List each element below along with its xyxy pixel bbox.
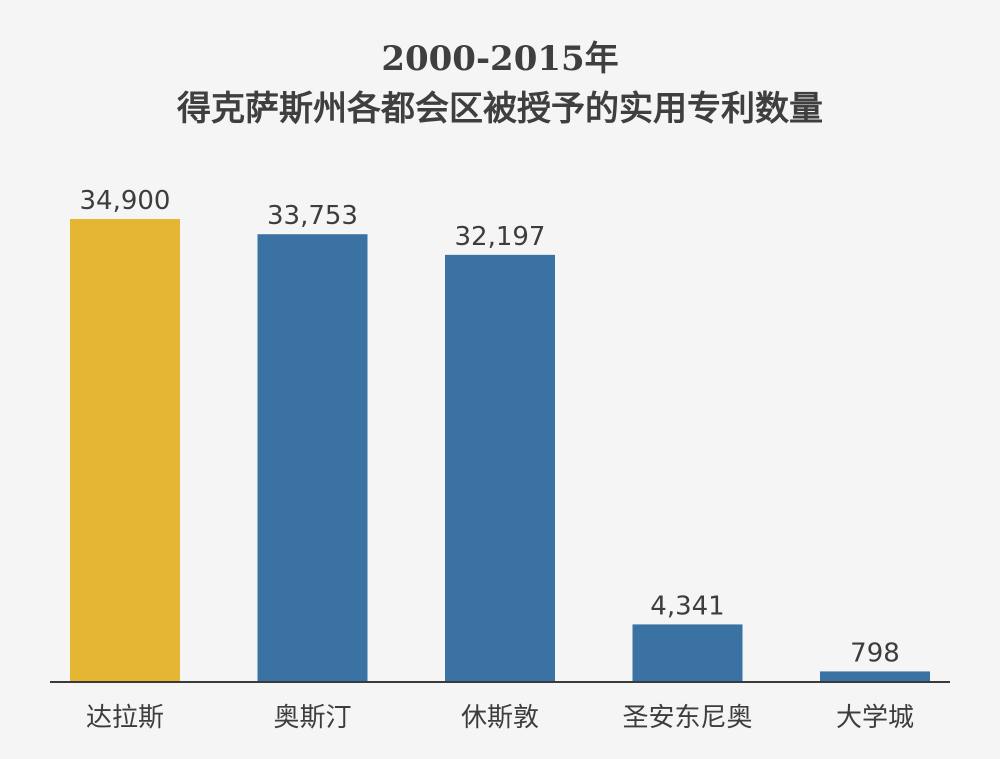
value-label-3: 4,341 [650, 591, 724, 621]
bar-4 [820, 671, 930, 682]
bars-group [70, 219, 930, 682]
chart-title: 2000-2015年 [381, 39, 618, 79]
chart-subtitle: 得克萨斯州各都会区被授予的实用专利数量 [176, 89, 823, 129]
x-tick-label-1: 奥斯汀 [273, 703, 351, 733]
value-label-2: 32,197 [455, 222, 546, 252]
x-tick-label-0: 达拉斯 [86, 703, 164, 733]
x-tick-label-4: 大学城 [836, 703, 914, 733]
x-tick-label-2: 休斯敦 [461, 703, 539, 733]
value-labels-group: 34,900 33,753 32,197 4,341 798 [80, 186, 900, 668]
value-label-1: 33,753 [267, 201, 358, 231]
x-tick-label-3: 圣安东尼奥 [622, 703, 752, 733]
value-label-0: 34,900 [80, 186, 171, 216]
bar-0 [70, 219, 180, 682]
bar-3 [632, 624, 743, 682]
bar-1 [257, 234, 368, 682]
value-label-4: 798 [850, 638, 900, 668]
bar-2 [445, 254, 555, 682]
x-tick-labels-group: 达拉斯 奥斯汀 休斯敦 圣安东尼奥 大学城 [86, 703, 914, 733]
